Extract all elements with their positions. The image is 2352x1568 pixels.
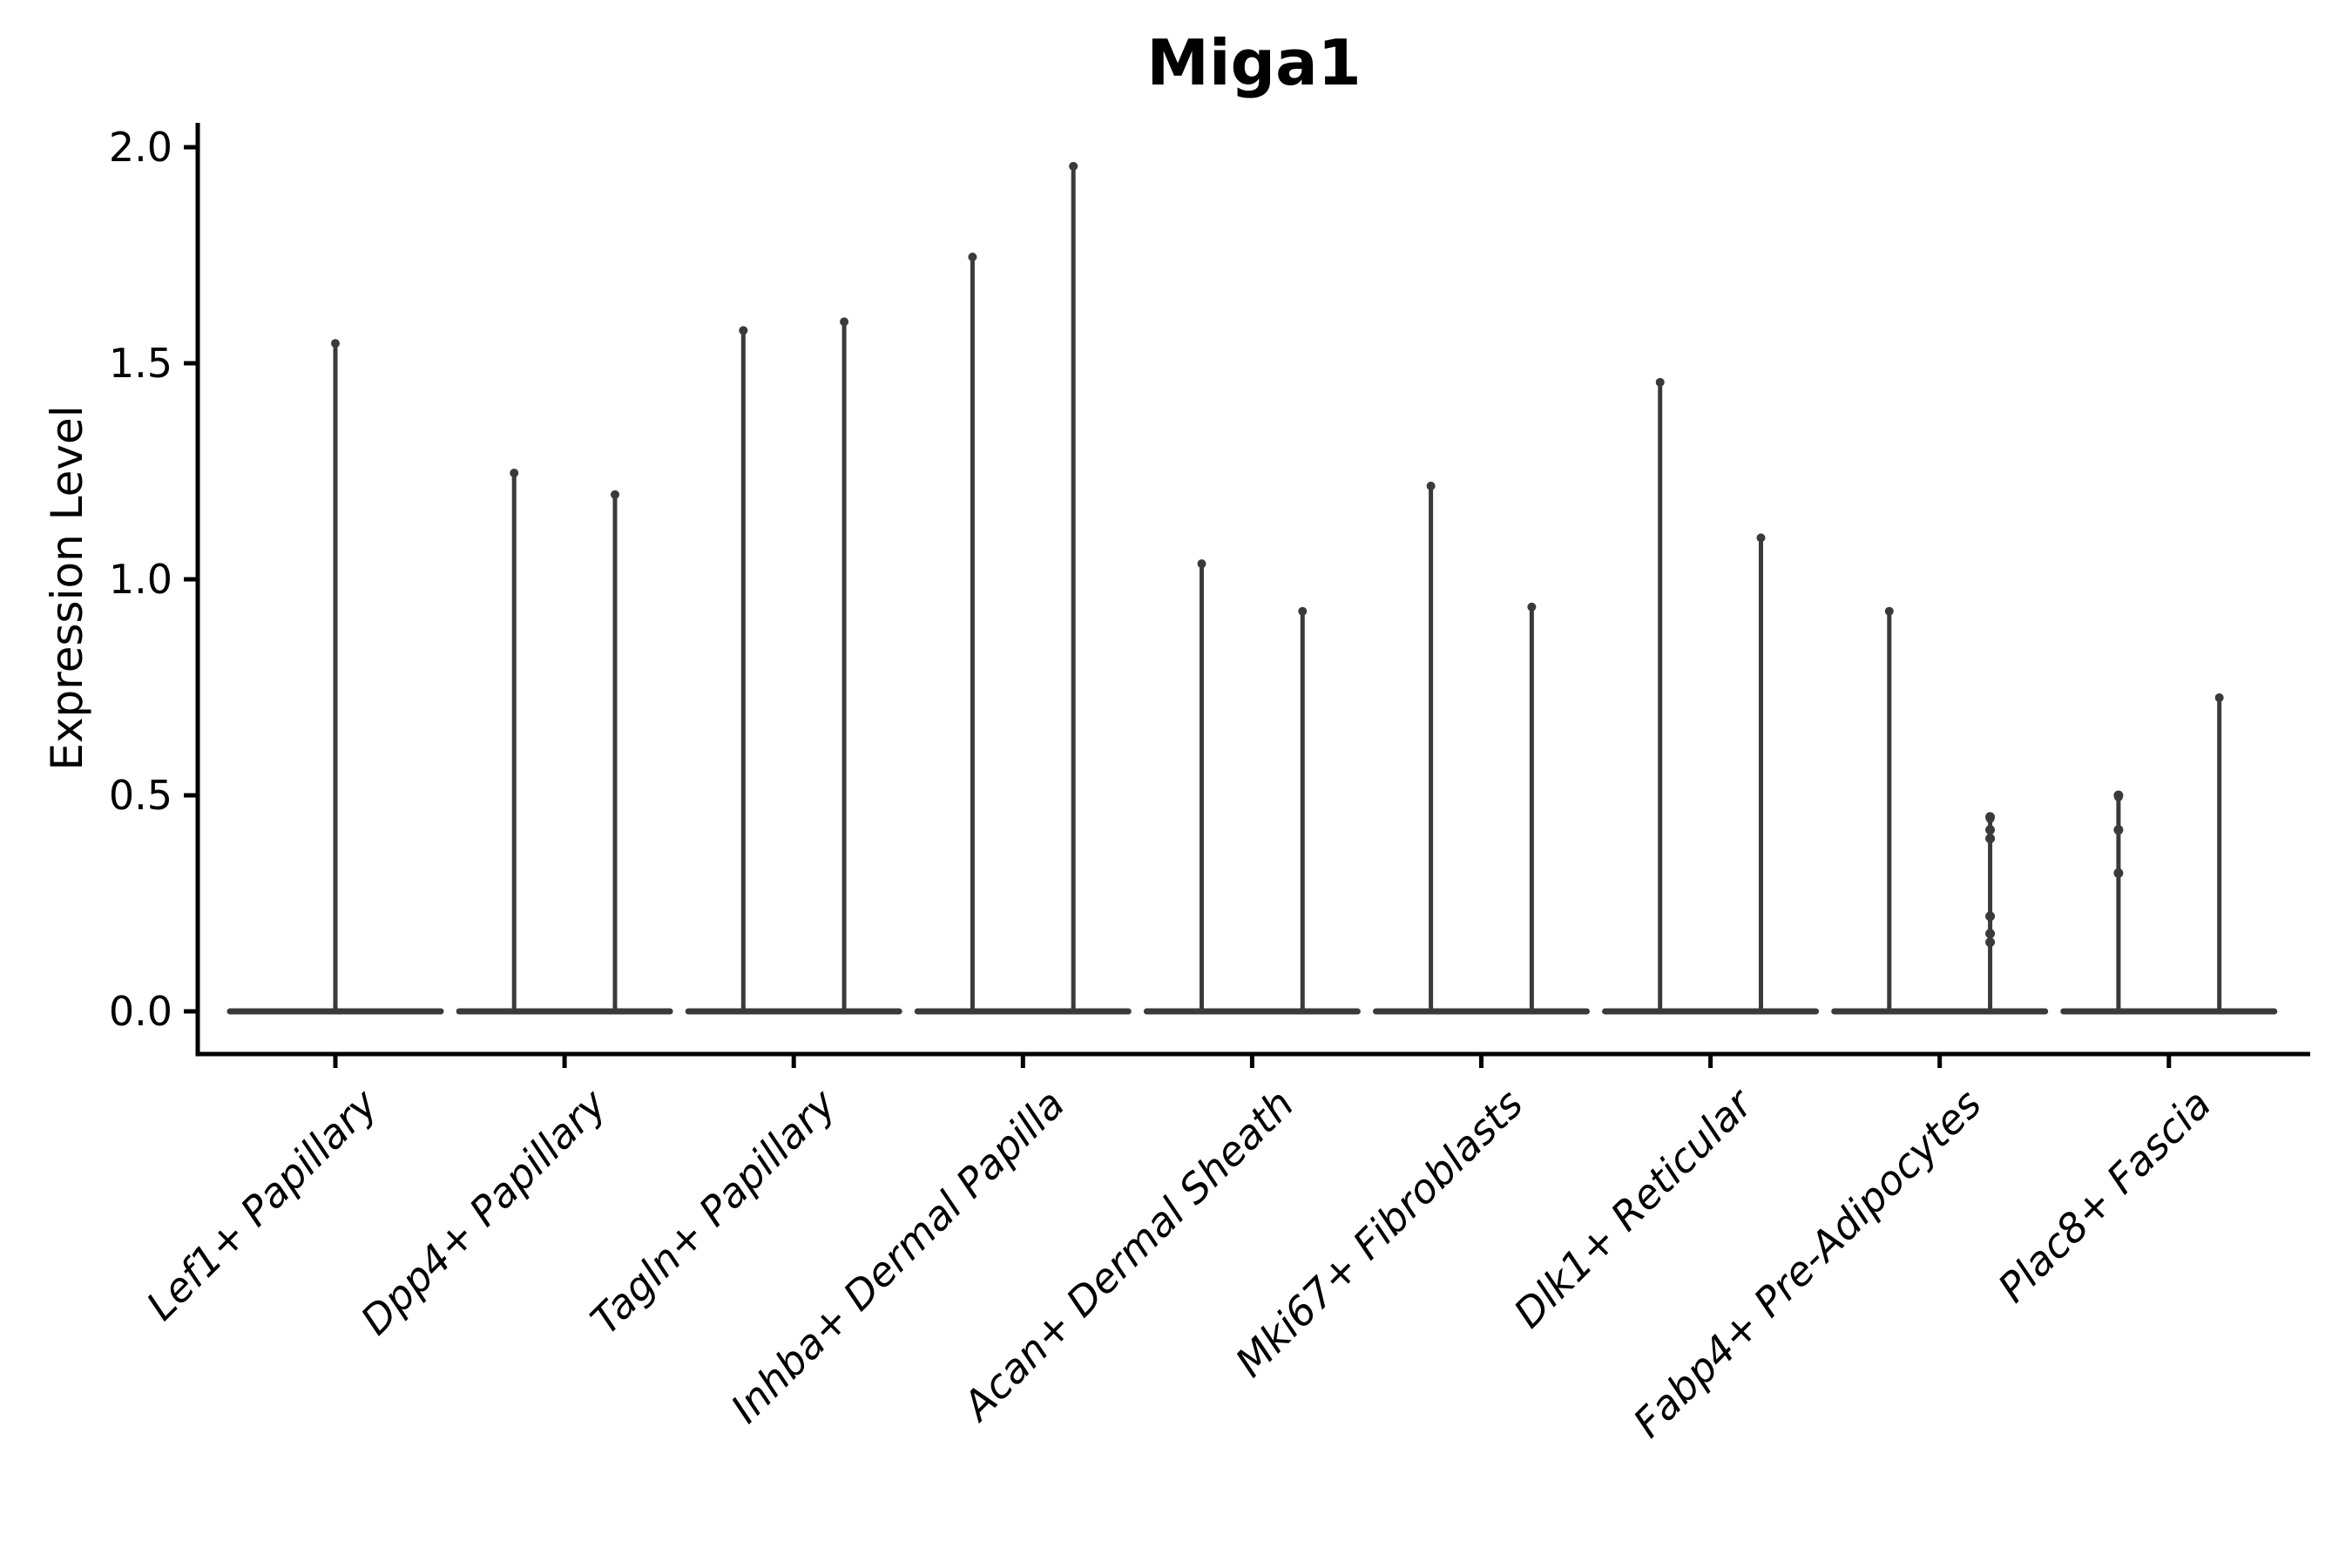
violin-spike-tip (1197, 559, 1206, 569)
chart-title: Miga1 (1146, 26, 1362, 99)
violin-spike-tip (331, 339, 340, 348)
y-tick-label: 0.0 (108, 988, 172, 1035)
violin-point (2113, 825, 2124, 835)
violin-spike-tip (1655, 377, 1665, 387)
violin-spike-tip (739, 326, 748, 335)
violin-point (1985, 812, 1996, 822)
violin-spike-tip (1527, 602, 1537, 612)
violin-spike-tip (610, 490, 619, 499)
violin-spike-tip (1069, 161, 1078, 171)
violin-spike-tip (1426, 481, 1436, 490)
violin-spike-tip (1756, 533, 1766, 543)
violin-point (1985, 825, 1996, 835)
violin-spike-tip (968, 253, 977, 261)
violin-point (1985, 911, 1996, 922)
violin-spike-tip (840, 317, 849, 327)
violin-spike-tip (1884, 606, 1894, 616)
violin-point (1985, 937, 1996, 948)
violin-point (2113, 790, 2124, 801)
y-tick-label: 1.0 (108, 556, 172, 603)
y-tick-label: 0.5 (108, 772, 172, 819)
violin-point (1985, 929, 1996, 939)
violin-spike-tip (510, 469, 519, 477)
violin-spike-tip (2214, 693, 2224, 702)
y-tick-label: 2.0 (108, 124, 172, 171)
violin-point (2113, 868, 2124, 878)
y-tick-label: 1.5 (108, 340, 172, 387)
violin-spike-tip (1298, 606, 1308, 616)
violin-point (1985, 834, 1996, 844)
